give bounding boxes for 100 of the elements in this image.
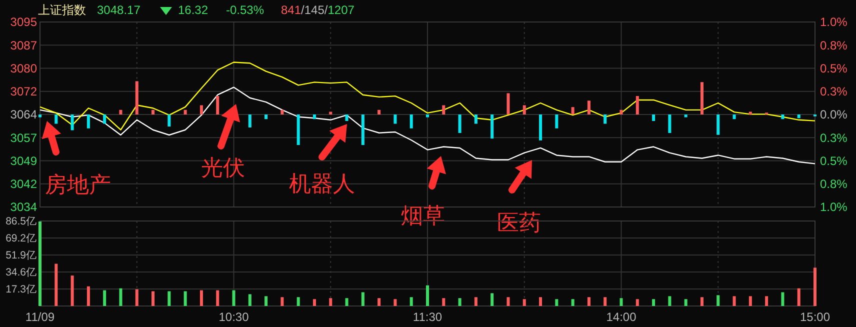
y-tick-label: 3087	[10, 38, 38, 52]
y-tick-label: 3072	[10, 84, 38, 99]
bar	[732, 114, 736, 120]
bar	[700, 297, 704, 306]
bar	[394, 114, 397, 124]
bar	[361, 292, 364, 306]
bar	[522, 299, 526, 306]
bar	[152, 110, 155, 114]
y2-tick-label: 0.5%	[820, 154, 848, 168]
bar	[636, 299, 639, 306]
bar	[312, 114, 316, 120]
line-series	[39, 62, 816, 130]
bar	[54, 264, 58, 306]
bar	[410, 114, 413, 128]
y-tick-label: 3095	[10, 15, 38, 30]
bar	[620, 298, 623, 306]
bar	[555, 299, 558, 306]
bar	[668, 296, 672, 306]
bar	[652, 114, 656, 121]
bar	[378, 298, 381, 306]
y2-tick-label: 1.0%	[820, 15, 848, 30]
bar	[442, 105, 446, 114]
bar	[168, 291, 171, 306]
bar	[442, 298, 446, 306]
bar	[506, 297, 510, 306]
y-tick-label: 3057	[10, 130, 38, 145]
bar	[555, 114, 558, 128]
bar	[474, 297, 478, 306]
bar	[571, 107, 574, 114]
bar	[797, 114, 800, 118]
bar	[748, 112, 752, 114]
bar	[378, 110, 381, 114]
bar	[506, 93, 510, 114]
bar	[216, 290, 220, 306]
bar	[103, 290, 106, 306]
bar	[216, 96, 220, 114]
bar	[668, 114, 672, 133]
bar	[797, 288, 800, 306]
bar	[716, 114, 720, 135]
y2-tick-label: 0.8%	[820, 177, 848, 192]
bar	[200, 290, 203, 306]
bar	[652, 299, 656, 306]
bar	[135, 289, 138, 306]
bar	[781, 292, 784, 306]
bar	[458, 114, 462, 133]
annotation: 机器人	[289, 171, 355, 196]
x-tick-label: 11/09	[25, 310, 55, 324]
bar	[119, 288, 122, 306]
y2-tick-label: 0.8%	[820, 38, 848, 52]
bar	[152, 291, 155, 306]
y-tick-label: 17.3亿	[6, 284, 37, 296]
y-tick-label: 34.6亿	[6, 266, 37, 279]
x-tick-label: 14:00	[606, 310, 637, 324]
bar	[119, 110, 122, 114]
bar	[410, 297, 413, 306]
bar	[86, 286, 90, 306]
y-tick-label: 3042	[10, 177, 38, 192]
bar	[587, 100, 590, 114]
annotation: 房地产	[45, 172, 111, 197]
bar	[86, 114, 90, 128]
bar	[280, 110, 284, 114]
bar	[394, 299, 397, 306]
text: 841/145/1207	[281, 3, 355, 17]
bar	[522, 105, 526, 114]
y-tick-label: 3064	[10, 108, 38, 122]
x-tick-label: 15:00	[800, 310, 830, 324]
bar	[296, 297, 300, 306]
bar	[620, 110, 623, 114]
bar	[781, 114, 784, 120]
bar	[168, 114, 171, 127]
bar	[200, 105, 203, 114]
x-tick-label: 11:30	[412, 310, 442, 324]
bar	[54, 114, 58, 124]
bar	[426, 285, 429, 306]
bar	[604, 297, 607, 306]
bar	[748, 296, 752, 306]
y-tick-label: 3049	[10, 154, 38, 168]
bar	[184, 291, 187, 306]
bar	[490, 293, 494, 306]
bar	[539, 114, 542, 140]
bar	[38, 114, 42, 118]
bar	[587, 297, 590, 306]
y2-tick-label: 0.3%	[820, 130, 848, 145]
bar	[458, 298, 462, 306]
bar	[184, 110, 187, 114]
bar	[70, 276, 74, 306]
chart-title: 上证指数	[38, 3, 86, 17]
x-tick-label: 10:30	[218, 310, 250, 324]
y-tick-label: 3080	[10, 61, 38, 76]
bar	[70, 114, 74, 130]
bar	[765, 296, 768, 306]
y2-tick-label: 0.0%	[820, 108, 848, 122]
bar	[264, 114, 268, 120]
bar	[345, 114, 348, 121]
bar	[248, 294, 252, 306]
y-tick-label: 69.2亿	[6, 232, 37, 245]
bar	[604, 114, 607, 124]
bar	[38, 221, 42, 306]
text: 3048.17	[97, 3, 141, 17]
bar	[135, 81, 138, 114]
